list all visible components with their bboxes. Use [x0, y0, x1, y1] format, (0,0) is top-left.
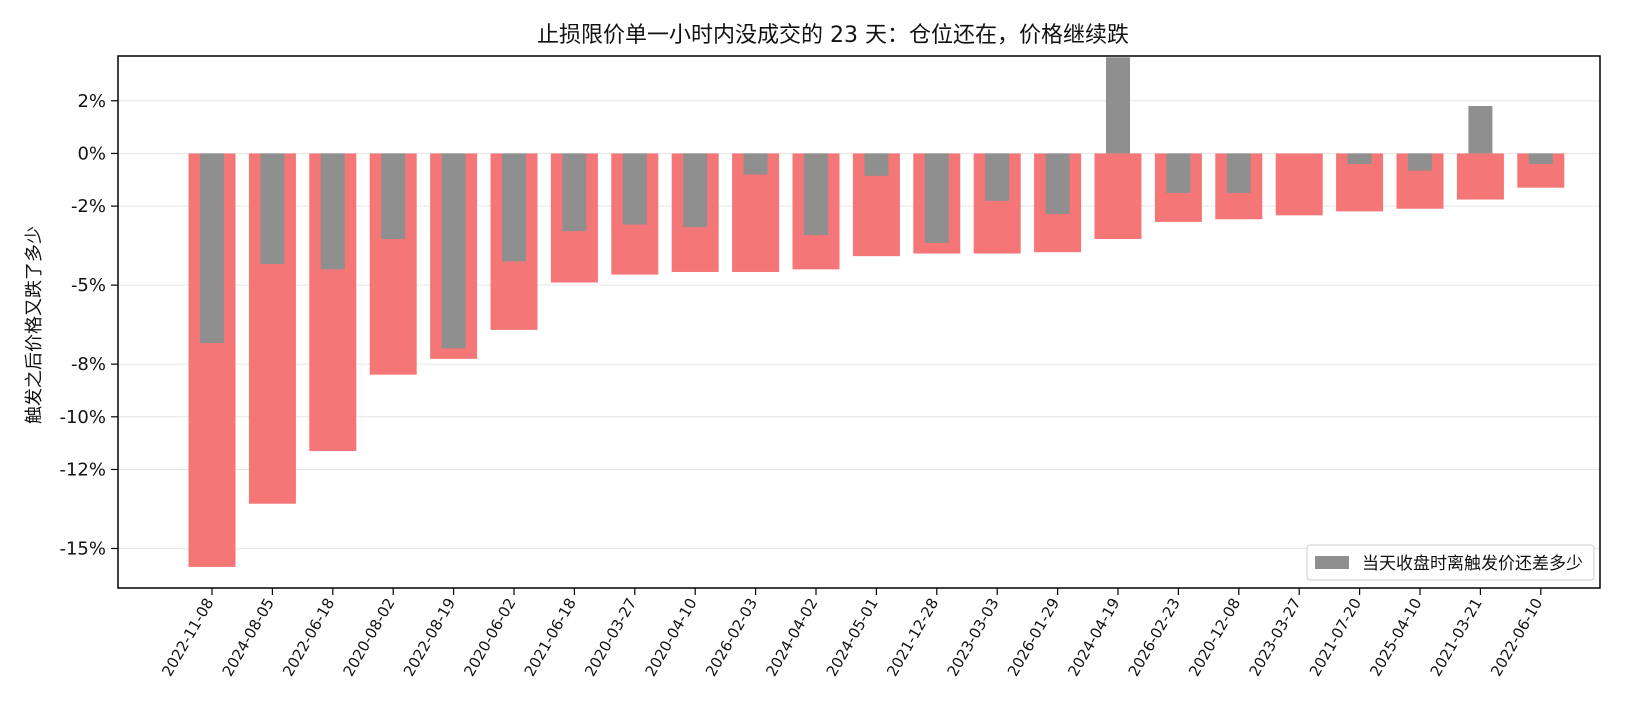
y-tick-label: -2%: [71, 196, 106, 217]
bar-close-gap: [1468, 106, 1493, 154]
x-tick-label: 2024-08-05: [219, 595, 278, 680]
bar-close-gap: [1347, 153, 1372, 164]
bar-close-gap: [1528, 153, 1553, 164]
bar-further-drop: [1094, 153, 1142, 240]
bar-further-drop: [1275, 153, 1323, 216]
bar-close-gap: [1408, 153, 1432, 171]
y-tick-label: -5%: [71, 275, 106, 296]
y-tick-label: 0%: [77, 143, 106, 164]
x-tick-label: 2021-06-18: [521, 595, 580, 680]
y-tick-label: -12%: [59, 459, 106, 480]
x-tick-label: 2024-04-02: [762, 595, 821, 680]
legend: 当天收盘时离触发价还差多少: [1306, 544, 1595, 581]
bar-further-drop: [1456, 153, 1504, 200]
bar-close-gap: [1106, 57, 1130, 154]
bar-close-gap: [260, 153, 285, 265]
x-tick-label: 2020-04-10: [641, 595, 700, 680]
x-tick-label: 2026-01-29: [1004, 595, 1063, 680]
x-tick-label: 2022-11-08: [158, 595, 217, 680]
bar-close-gap: [622, 153, 647, 225]
x-tick-label: 2020-08-02: [339, 595, 398, 680]
x-tick-label: 2021-07-20: [1306, 595, 1365, 680]
x-tick-label: 2021-12-28: [883, 595, 942, 680]
bar-close-gap: [985, 153, 1010, 201]
legend-label: 当天收盘时离触发价还差多少: [1362, 554, 1583, 574]
x-tick-label: 2026-02-03: [702, 595, 761, 680]
x-tick-label: 2025-04-10: [1366, 595, 1425, 680]
bar-close-gap: [441, 153, 466, 349]
bars: [188, 57, 1565, 567]
bar-close-gap: [683, 153, 708, 228]
y-axis-label: 触发之后价格又跌了多少: [24, 226, 45, 424]
plot-area-frame: [117, 55, 1601, 589]
x-tick-label: 2024-05-01: [823, 595, 882, 680]
bar-close-gap: [1166, 153, 1191, 193]
x-tick-label: 2022-08-19: [400, 595, 459, 680]
y-tick-label: -8%: [71, 354, 106, 375]
x-tick-label: 2020-03-27: [581, 595, 640, 680]
y-axis: 2% 0% -2% -5% -8% -10% -12% -15%: [59, 91, 118, 559]
bar-close-gap: [320, 153, 345, 270]
x-tick-label: 2023-03-03: [943, 595, 1002, 680]
bar-close-gap: [924, 153, 949, 243]
bar-close-gap: [1226, 153, 1251, 193]
x-tick-label: 2022-06-18: [279, 595, 338, 680]
x-tick-label: 2022-06-10: [1487, 595, 1546, 680]
y-tick-label: -15%: [59, 538, 106, 559]
x-tick-label: 2020-06-02: [460, 595, 519, 680]
x-tick-label: 2023-03-27: [1245, 595, 1304, 680]
x-tick-label: 2024-04-19: [1064, 595, 1123, 680]
y-tick-label: 2%: [77, 91, 106, 112]
bar-close-gap: [200, 153, 224, 344]
x-axis: 2022-11-08 2024-08-05 2022-06-18 2020-08-02…: [158, 588, 1546, 680]
bar-close-gap: [381, 153, 406, 240]
bar-close-gap: [864, 153, 889, 176]
bar-close-gap: [502, 153, 526, 262]
legend-swatch: [1315, 556, 1349, 569]
bar-close-gap: [804, 153, 828, 236]
x-tick-label: 2020-12-08: [1185, 595, 1244, 680]
bar-close-gap: [1045, 153, 1070, 215]
bar-close-gap: [562, 153, 587, 232]
chart-title: 止损限价单一小时内没成交的 23 天：仓位还在，价格继续跌: [537, 23, 1129, 48]
bar-close-gap: [743, 153, 768, 175]
y-tick-label: -10%: [59, 407, 106, 428]
legend-box: [1306, 544, 1595, 581]
x-tick-label: 2026-02-23: [1125, 595, 1184, 680]
x-tick-label: 2021-03-21: [1427, 595, 1486, 680]
